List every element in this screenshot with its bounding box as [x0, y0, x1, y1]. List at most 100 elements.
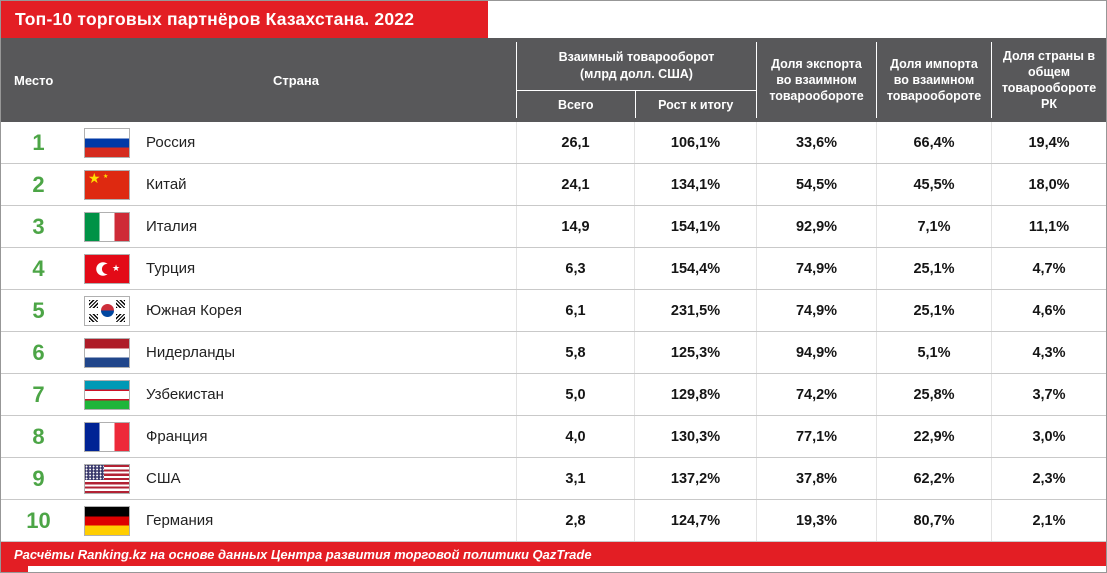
- cell-turnover-total: 24,1: [516, 164, 634, 205]
- cell-import-share: 5,1%: [876, 332, 991, 373]
- cell-export-share: 54,5%: [756, 164, 876, 205]
- corner-accent: [1, 566, 28, 572]
- col-header-country: Страна: [272, 72, 319, 88]
- cell-import-share: 22,9%: [876, 416, 991, 457]
- cell-country-share: 18,0%: [991, 164, 1106, 205]
- cell-country: Турция: [76, 248, 516, 289]
- cell-turnover-growth: 125,3%: [634, 332, 756, 373]
- flag-uzbekistan-icon: [84, 379, 130, 410]
- cell-turnover-growth: 154,4%: [634, 248, 756, 289]
- table-row: 4 Турция 6,3 154,4% 74,9% 25,1% 4,7%: [1, 248, 1106, 290]
- cell-turnover-growth: 231,5%: [634, 290, 756, 331]
- cell-place: 6: [1, 332, 76, 373]
- col-header-turnover-group: Взаимный товарооборот (млрд долл. США) В…: [516, 42, 756, 118]
- col-header-turnover-label: Взаимный товарооборот (млрд долл. США): [517, 42, 756, 91]
- rank-number: 8: [32, 423, 45, 449]
- cell-country: Россия: [76, 122, 516, 163]
- cell-turnover-total: 6,3: [516, 248, 634, 289]
- cell-country: Нидерланды: [76, 332, 516, 373]
- cell-turnover-total: 26,1: [516, 122, 634, 163]
- cell-place: 3: [1, 206, 76, 247]
- table-header: Место Страна Взаимный товарооборот (млрд…: [1, 38, 1106, 122]
- cell-import-share: 66,4%: [876, 122, 991, 163]
- cell-place: 7: [1, 374, 76, 415]
- flag-france-icon: [84, 421, 130, 452]
- cell-export-share: 77,1%: [756, 416, 876, 457]
- cell-place: 2: [1, 164, 76, 205]
- cell-place: 10: [1, 500, 76, 541]
- cell-country: США: [76, 458, 516, 499]
- cell-country: Китай: [76, 164, 516, 205]
- cell-turnover-total: 14,9: [516, 206, 634, 247]
- cell-import-share: 62,2%: [876, 458, 991, 499]
- country-name: Германия: [146, 512, 214, 529]
- bottom-strip: [1, 566, 1106, 572]
- rank-number: 3: [32, 213, 45, 239]
- flag-italy-icon: [84, 211, 130, 242]
- cell-country: Франция: [76, 416, 516, 457]
- cell-turnover-growth: 129,8%: [634, 374, 756, 415]
- cell-turnover-growth: 137,2%: [634, 458, 756, 499]
- cell-country-share: 2,3%: [991, 458, 1106, 499]
- country-name: Турция: [146, 260, 196, 277]
- table-row: 3 Италия 14,9 154,1% 92,9% 7,1% 11,1%: [1, 206, 1106, 248]
- col-header-place: Место: [14, 72, 54, 88]
- country-name: Италия: [146, 218, 198, 235]
- cell-export-share: 33,6%: [756, 122, 876, 163]
- cell-place: 8: [1, 416, 76, 457]
- turnover-subheaders: Всего Рост к итогу: [517, 91, 756, 118]
- cell-turnover-total: 4,0: [516, 416, 634, 457]
- cell-place: 4: [1, 248, 76, 289]
- rank-number: 5: [32, 297, 45, 323]
- rank-number: 7: [32, 381, 45, 407]
- cell-turnover-total: 3,1: [516, 458, 634, 499]
- cell-export-share: 94,9%: [756, 332, 876, 373]
- col-header-import-share: Доля импорта во взаимном товарообороте: [876, 42, 991, 118]
- cell-export-share: 74,9%: [756, 248, 876, 289]
- table-row: 5 Южная Корея 6,1 231,5% 74,9% 25,1% 4,6…: [1, 290, 1106, 332]
- flag-south-korea-icon: [84, 295, 130, 326]
- cell-country: Южная Корея: [76, 290, 516, 331]
- table-row: 7 Узбекистан 5,0 129,8% 74,2% 25,8% 3,7%: [1, 374, 1106, 416]
- table-row: 9 США 3,1 137,2% 37,8% 62,2% 2,3%: [1, 458, 1106, 500]
- turnover-label-line2: (млрд долл. США): [580, 67, 693, 81]
- table-row: 6 Нидерланды 5,8 125,3% 94,9% 5,1% 4,3%: [1, 332, 1106, 374]
- title-banner: Топ-10 торговых партнёров Казахстана. 20…: [1, 1, 488, 38]
- turnover-label-line1: Взаимный товарооборот: [558, 50, 715, 65]
- cell-country-share: 19,4%: [991, 122, 1106, 163]
- col-header-turnover-growth: Рост к итогу: [634, 91, 757, 118]
- cell-import-share: 25,1%: [876, 290, 991, 331]
- country-name: Нидерланды: [146, 344, 236, 361]
- rank-number: 10: [26, 507, 51, 533]
- cell-export-share: 74,9%: [756, 290, 876, 331]
- table-row: 2 Китай 24,1 134,1% 54,5% 45,5% 18,0%: [1, 164, 1106, 206]
- rank-number: 9: [32, 465, 45, 491]
- cell-export-share: 19,3%: [756, 500, 876, 541]
- rank-number: 2: [32, 171, 45, 197]
- cell-country: Германия: [76, 500, 516, 541]
- cell-place: 5: [1, 290, 76, 331]
- footer-bar: Расчёты Ranking.kz на основе данных Цент…: [1, 542, 1106, 566]
- cell-turnover-growth: 154,1%: [634, 206, 756, 247]
- cell-export-share: 74,2%: [756, 374, 876, 415]
- rank-number: 6: [32, 339, 45, 365]
- cell-turnover-growth: 124,7%: [634, 500, 756, 541]
- cell-import-share: 45,5%: [876, 164, 991, 205]
- cell-turnover-total: 5,8: [516, 332, 634, 373]
- cell-country-share: 4,3%: [991, 332, 1106, 373]
- table-row: 8 Франция 4,0 130,3% 77,1% 22,9% 3,0%: [1, 416, 1106, 458]
- country-name: Южная Корея: [146, 302, 242, 319]
- cell-export-share: 37,8%: [756, 458, 876, 499]
- source-note: Расчёты Ranking.kz на основе данных Цент…: [14, 546, 592, 562]
- cell-country: Узбекистан: [76, 374, 516, 415]
- cell-country-share: 3,0%: [991, 416, 1106, 457]
- flag-russia-icon: [84, 127, 130, 158]
- country-name: США: [146, 470, 181, 487]
- cell-turnover-total: 6,1: [516, 290, 634, 331]
- cell-country-share: 11,1%: [991, 206, 1106, 247]
- country-name: Китай: [146, 176, 187, 193]
- country-name: Франция: [146, 428, 208, 445]
- table-row: 10 Германия 2,8 124,7% 19,3% 80,7% 2,1%: [1, 500, 1106, 542]
- col-header-turnover-total: Всего: [557, 97, 594, 112]
